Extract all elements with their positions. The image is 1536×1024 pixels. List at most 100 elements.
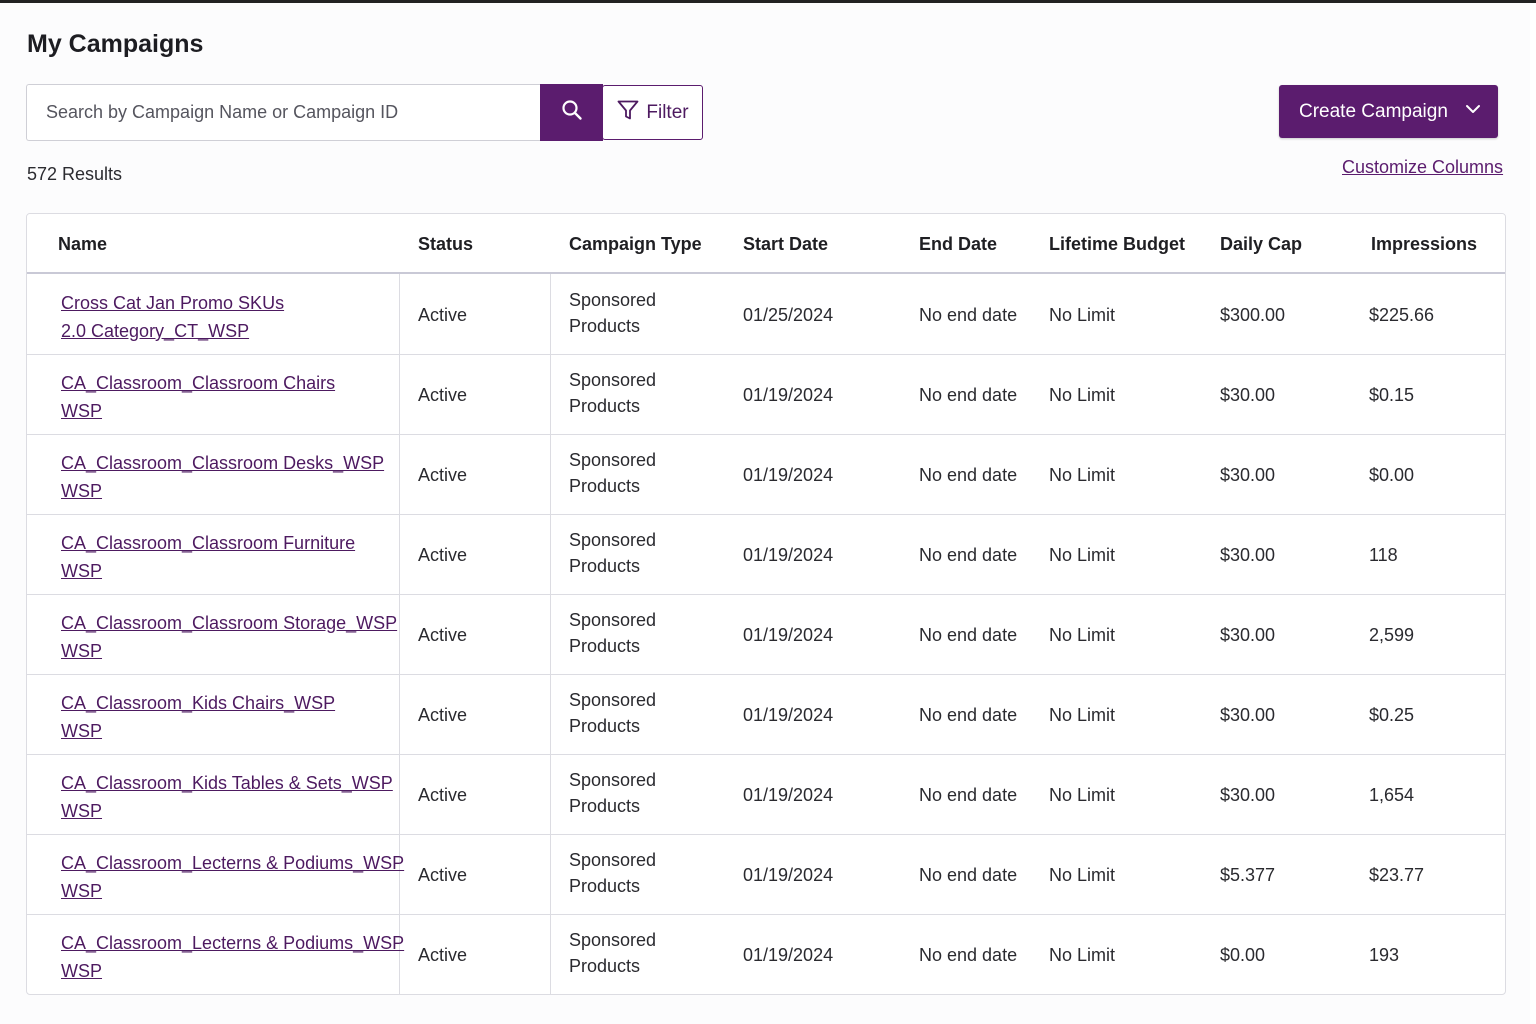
column-header-end-date[interactable]: End Date [919,234,998,254]
campaign-type-line: Products [569,396,641,416]
campaign-name-line: CA_Classroom_Classroom Storage_WSP [61,613,398,633]
table-row: CA_Classroom_Lecterns & Podiums_WSP WSP Ac… [27,915,1505,994]
campaign-name-link[interactable]: Cross Cat Jan Promo SKUs 2.0 Category_CT_… [61,289,421,345]
campaign-name-link[interactable]: CA_Classroom_Classroom Furniture WSP [61,529,421,585]
daily-cap-cell: $30.00 [1220,624,1276,645]
start-date-cell: 01/25/2024 [743,304,834,325]
start-date-cell: 01/19/2024 [743,464,834,485]
start-date-cell: 01/19/2024 [743,544,834,565]
campaign-type-line: Sponsored [569,450,657,470]
campaign-name-link[interactable]: CA_Classroom_Classroom Storage_WSP WSP [61,609,421,665]
campaign-name-link[interactable]: CA_Classroom_Lecterns & Podiums_WSP WSP [61,849,421,905]
start-date-cell: 01/19/2024 [743,944,834,965]
table-row: CA_Classroom_Classroom Storage_WSP WSP Act… [27,595,1505,675]
column-header-daily-cap[interactable]: Daily Cap [1220,234,1303,254]
table-row: Cross Cat Jan Promo SKUs 2.0 Category_CT_… [27,275,1505,355]
campaign-name-line: CA_Classroom_Kids Chairs_WSP [61,693,336,713]
column-divider [550,214,551,994]
search-field[interactable] [26,84,541,141]
daily-cap-cell: $30.00 [1220,384,1276,405]
end-date-cell: No end date [919,944,1018,965]
campaign-name-line: Cross Cat Jan Promo SKUs [61,293,285,313]
create-campaign-label: Create Campaign [1299,100,1448,122]
impressions-cell: 118 [1369,544,1398,565]
impressions-cell: $225.66 [1369,304,1435,325]
end-date-cell: No end date [919,624,1018,645]
campaign-type-line: Products [569,316,641,336]
impressions-cell: $0.15 [1369,384,1415,405]
filter-icon [616,98,640,128]
impressions-cell: $0.25 [1369,704,1415,725]
column-header-start-date[interactable]: Start Date [743,234,829,254]
end-date-cell: No end date [919,864,1018,885]
start-date-cell: 01/19/2024 [743,784,834,805]
column-header-name[interactable]: Name [58,234,108,254]
impressions-cell: 2,599 [1369,624,1415,645]
campaign-name-line: 2.0 Category_CT_WSP [61,321,250,341]
window-top-border [0,0,1536,3]
campaign-name-link[interactable]: CA_Classroom_Lecterns & Podiums_WSP WSP [61,929,421,985]
status-cell: Active [418,304,468,325]
campaign-name-line: WSP [61,961,103,981]
column-header-campaign-type[interactable]: Campaign Type [569,234,702,254]
campaign-type-line: Sponsored [569,930,657,950]
campaign-name-link[interactable]: CA_Classroom_Kids Chairs_WSP WSP [61,689,421,745]
campaign-type-line: Products [569,716,641,736]
impressions-cell: 1,654 [1369,784,1415,805]
lifetime-budget-cell: No Limit [1049,704,1116,725]
daily-cap-cell: $0.00 [1220,944,1266,965]
lifetime-budget-cell: No Limit [1049,304,1116,325]
lifetime-budget-cell: No Limit [1049,544,1116,565]
campaign-type-cell: Sponsored Products [569,367,656,419]
campaign-name-link[interactable]: CA_Classroom_Classroom Chairs WSP [61,369,421,425]
campaign-type-cell: Sponsored Products [569,847,656,899]
campaign-name-line: CA_Classroom_Classroom Chairs [61,373,336,393]
status-cell: Active [418,464,468,485]
column-header-status[interactable]: Status [418,234,474,254]
campaign-name-line: CA_Classroom_Classroom Desks_WSP [61,453,385,473]
campaign-name-line: WSP [61,641,103,661]
column-header-impressions[interactable]: Impressions [1371,234,1478,254]
campaign-type-cell: Sponsored Products [569,927,656,979]
campaign-type-cell: Sponsored Products [569,607,656,659]
page-title: My Campaigns [27,30,204,58]
start-date-cell: 01/19/2024 [743,384,834,405]
campaign-name-link[interactable]: CA_Classroom_Kids Tables & Sets_WSP WSP [61,769,421,825]
campaign-name-line: WSP [61,481,103,501]
campaign-name-line: CA_Classroom_Classroom Furniture [61,533,356,553]
campaign-type-cell: Sponsored Products [569,287,656,339]
daily-cap-cell: $30.00 [1220,544,1276,565]
search-input[interactable] [46,102,541,123]
campaign-type-line: Products [569,876,641,896]
campaign-name-line: WSP [61,881,103,901]
filter-button[interactable]: Filter [602,85,703,140]
lifetime-budget-cell: No Limit [1049,624,1116,645]
campaign-name-line: CA_Classroom_Kids Tables & Sets_WSP [61,773,393,793]
customize-columns-link[interactable]: Customize Columns [1342,157,1504,177]
daily-cap-cell: $30.00 [1220,784,1276,805]
search-button[interactable] [540,84,603,141]
impressions-cell: $23.77 [1369,864,1425,885]
column-header-lifetime-budget[interactable]: Lifetime Budget [1049,234,1186,254]
campaigns-table: Name Status Campaign Type Start Date End… [26,213,1506,995]
daily-cap-cell: $300.00 [1220,304,1286,325]
column-divider [399,214,400,994]
end-date-cell: No end date [919,704,1018,725]
campaign-name-line: CA_Classroom_Lecterns & Podiums_WSP [61,933,405,953]
status-cell: Active [418,784,468,805]
campaign-name-link[interactable]: CA_Classroom_Classroom Desks_WSP WSP [61,449,421,505]
results-count: 572 Results [27,164,123,184]
table-row: CA_Classroom_Classroom Desks_WSP WSP Activ… [27,435,1505,515]
lifetime-budget-cell: No Limit [1049,784,1116,805]
campaign-name-line: CA_Classroom_Lecterns & Podiums_WSP [61,853,405,873]
status-cell: Active [418,384,468,405]
table-row: CA_Classroom_Classroom Furniture WSP Activ… [27,515,1505,595]
daily-cap-cell: $30.00 [1220,464,1276,485]
end-date-cell: No end date [919,544,1018,565]
campaign-type-cell: Sponsored Products [569,447,656,499]
lifetime-budget-cell: No Limit [1049,864,1116,885]
campaign-type-cell: Sponsored Products [569,767,656,819]
end-date-cell: No end date [919,464,1018,485]
create-campaign-button[interactable]: Create Campaign [1279,85,1498,138]
